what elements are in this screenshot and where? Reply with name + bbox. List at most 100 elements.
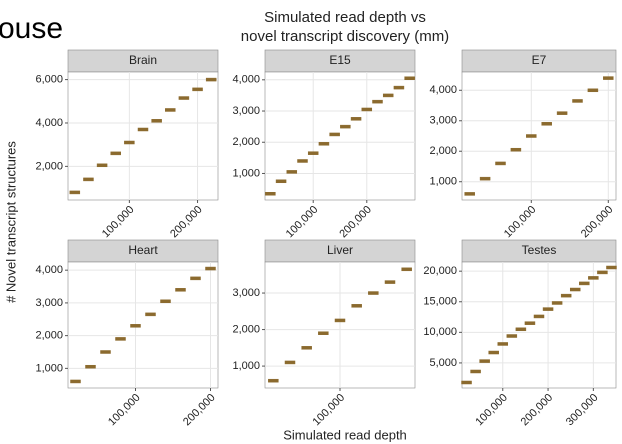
point-box	[275, 179, 287, 184]
x-tick-label: 100,000	[100, 204, 137, 241]
point-box	[497, 342, 509, 346]
point-box	[124, 140, 135, 145]
point-box	[175, 288, 186, 292]
point-box	[69, 190, 81, 195]
chart-title: Simulated read depth vs	[264, 9, 426, 26]
y-tick-label: 15,000	[423, 296, 457, 308]
point-box	[115, 337, 126, 341]
point-box	[488, 350, 499, 355]
x-tick-label: 200,000	[168, 204, 205, 241]
point-box	[361, 107, 373, 112]
point-box	[318, 142, 330, 146]
point-box	[160, 299, 171, 304]
point-box	[83, 177, 94, 182]
point-box	[96, 163, 108, 168]
point-box	[190, 276, 201, 281]
point-box	[597, 270, 608, 275]
y-tick-label: 2,000	[35, 160, 63, 172]
point-box	[479, 176, 491, 181]
x-tick-label: 100,000	[473, 392, 510, 429]
point-box	[165, 108, 176, 112]
point-box	[151, 119, 162, 123]
strip-label: E15	[329, 53, 351, 67]
point-box	[286, 170, 298, 174]
point-box	[579, 281, 590, 286]
x-axis-label: Simulated read depth	[283, 427, 407, 442]
point-box	[526, 134, 537, 138]
y-tick-label: 6,000	[35, 73, 63, 85]
point-box	[268, 378, 279, 383]
point-box	[301, 346, 312, 350]
point-box	[192, 87, 203, 92]
panel	[67, 261, 219, 389]
point-box	[515, 327, 527, 332]
y-tick-label: 2,000	[35, 330, 63, 342]
title-fragment: ouse	[0, 12, 63, 45]
point-box	[556, 111, 568, 115]
point-box	[137, 127, 149, 132]
x-tick-label: 200,000	[579, 204, 616, 241]
x-tick-label: 100,000	[284, 204, 321, 241]
point-box	[110, 151, 121, 156]
x-tick-label: 100,000	[502, 204, 539, 241]
y-tick-label: 1,000	[232, 167, 260, 179]
x-tick-label: 100,000	[106, 392, 143, 429]
point-box	[368, 291, 379, 295]
strip-label: E7	[532, 53, 547, 67]
y-tick-label: 4,000	[35, 117, 63, 129]
y-tick-label: 5,000	[429, 357, 457, 369]
point-box	[297, 159, 308, 163]
point-box	[542, 307, 554, 311]
point-box	[533, 314, 545, 319]
point-box	[70, 379, 81, 384]
y-tick-label: 2,000	[232, 323, 260, 335]
y-tick-label: 4,000	[35, 264, 63, 276]
point-box	[404, 76, 415, 80]
point-box	[464, 192, 475, 196]
point-box	[130, 324, 141, 328]
point-box	[461, 380, 472, 385]
point-box	[470, 369, 481, 374]
x-tick-label: 200,000	[181, 392, 218, 429]
y-tick-label: 4,000	[232, 74, 260, 86]
point-box	[340, 124, 351, 129]
point-box	[479, 359, 490, 363]
point-box	[318, 331, 329, 335]
y-tick-label: 2,000	[429, 145, 457, 157]
point-box	[307, 151, 319, 155]
point-box	[350, 117, 362, 121]
point-box	[384, 280, 396, 284]
point-box	[351, 304, 362, 308]
x-tick-label: 200,000	[519, 392, 556, 429]
y-tick-label: 1,000	[232, 360, 260, 372]
point-box	[506, 334, 518, 338]
point-box	[551, 301, 563, 305]
point-box	[382, 93, 394, 98]
point-box	[393, 85, 405, 90]
y-tick-label: 10,000	[423, 326, 457, 338]
point-box	[284, 360, 296, 365]
point-box	[205, 77, 217, 82]
point-box	[334, 318, 346, 323]
point-box	[145, 312, 156, 317]
y-tick-label: 3,000	[232, 287, 260, 299]
y-tick-label: 3,000	[429, 115, 457, 127]
y-tick-label: 2,000	[232, 136, 260, 148]
panel	[461, 261, 617, 389]
point-box	[85, 364, 96, 369]
y-tick-label: 3,000	[35, 297, 63, 309]
point-box	[205, 266, 216, 271]
point-box	[587, 88, 599, 93]
strip-label: Heart	[128, 243, 158, 257]
strip-label: Brain	[129, 53, 157, 67]
strip-label: Testes	[522, 243, 557, 257]
point-box	[588, 276, 599, 280]
point-box	[178, 96, 190, 100]
strip-label: Liver	[327, 243, 353, 257]
x-tick-label: 100,000	[311, 392, 348, 429]
point-box	[572, 99, 583, 103]
point-box	[603, 76, 614, 80]
point-box	[541, 122, 552, 126]
